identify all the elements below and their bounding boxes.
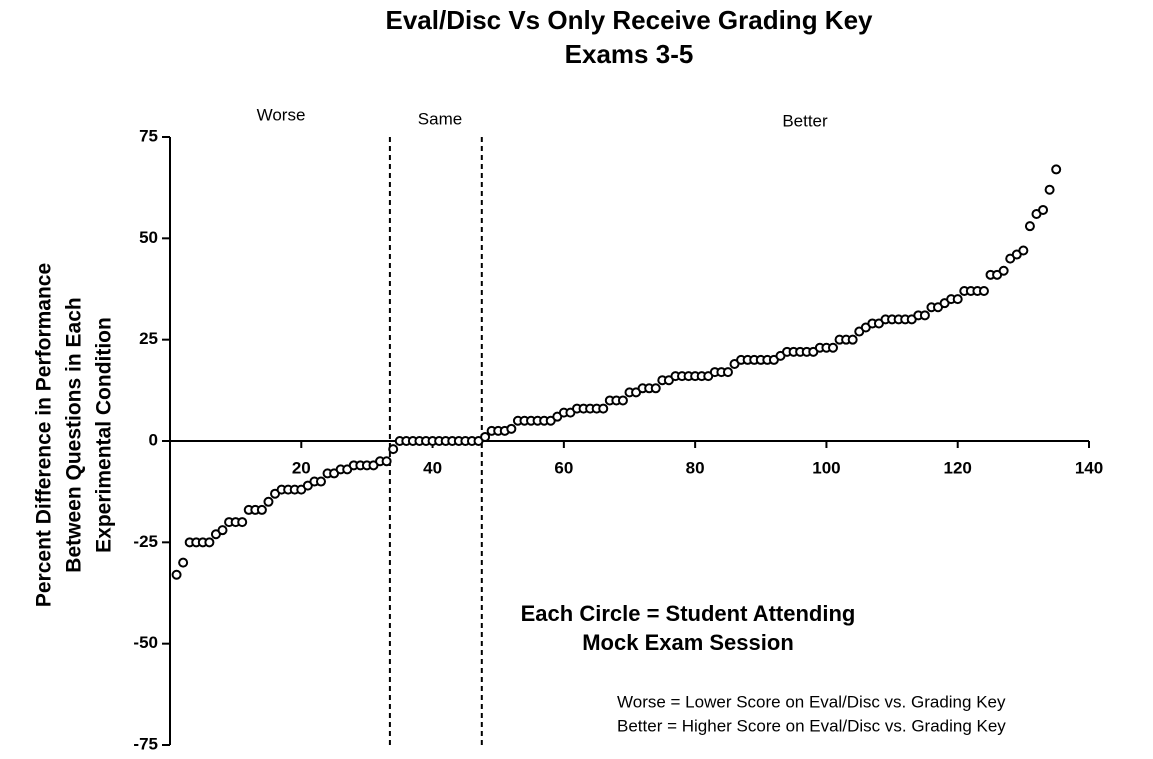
y-label-line: Between Questions in Each bbox=[63, 297, 86, 572]
point bbox=[204, 537, 215, 548]
point bbox=[617, 395, 628, 406]
y-tick-label: -50 bbox=[133, 633, 158, 652]
point bbox=[978, 286, 989, 297]
point bbox=[1024, 221, 1035, 232]
point bbox=[598, 403, 609, 414]
point bbox=[919, 310, 930, 321]
point bbox=[998, 265, 1009, 276]
y-tick-label: 50 bbox=[139, 228, 158, 247]
point bbox=[178, 557, 189, 568]
point bbox=[263, 496, 274, 507]
region-label: Better bbox=[782, 111, 828, 130]
annotation: Each Circle = Student Attending bbox=[521, 601, 856, 626]
x-tick-label: 80 bbox=[686, 458, 705, 477]
point bbox=[827, 342, 838, 353]
region-label: Worse bbox=[257, 105, 306, 124]
point bbox=[1044, 184, 1055, 195]
annotation: Mock Exam Session bbox=[582, 630, 794, 655]
y-tick-label: 75 bbox=[139, 126, 158, 145]
point bbox=[722, 367, 733, 378]
region-label: Same bbox=[418, 109, 462, 128]
point bbox=[388, 444, 399, 455]
point bbox=[650, 383, 661, 394]
point bbox=[381, 456, 392, 467]
point bbox=[1051, 164, 1062, 175]
chart-subtitle: Exams 3-5 bbox=[565, 39, 694, 69]
point bbox=[847, 334, 858, 345]
x-tick-label: 140 bbox=[1075, 458, 1103, 477]
point bbox=[256, 504, 267, 515]
chart-title: Eval/Disc Vs Only Receive Grading Key bbox=[385, 5, 873, 35]
point bbox=[952, 294, 963, 305]
y-axis-label: Percent Difference in Performance Betwee… bbox=[33, 263, 116, 607]
point bbox=[1018, 245, 1029, 256]
y-label-line: Experimental Condition bbox=[93, 317, 116, 553]
key-note: Worse = Lower Score on Eval/Disc vs. Gra… bbox=[617, 692, 1006, 711]
x-tick-label: 60 bbox=[554, 458, 573, 477]
point bbox=[171, 569, 182, 580]
point bbox=[315, 476, 326, 487]
point bbox=[506, 423, 517, 434]
y-tick-label: -75 bbox=[133, 734, 158, 753]
x-tick-label: 20 bbox=[292, 458, 311, 477]
point bbox=[1038, 204, 1049, 215]
point bbox=[480, 431, 491, 442]
y-tick-label: 0 bbox=[149, 430, 158, 449]
y-tick-label: -25 bbox=[133, 532, 158, 551]
x-tick-label: 40 bbox=[423, 458, 442, 477]
key-note: Better = Higher Score on Eval/Disc vs. G… bbox=[617, 716, 1006, 735]
y-tick-label: 25 bbox=[139, 329, 158, 348]
x-tick-label: 120 bbox=[944, 458, 972, 477]
point bbox=[217, 525, 228, 536]
x-tick-label: 100 bbox=[812, 458, 840, 477]
y-label-line: Percent Difference in Performance bbox=[33, 263, 56, 607]
point bbox=[237, 517, 248, 528]
